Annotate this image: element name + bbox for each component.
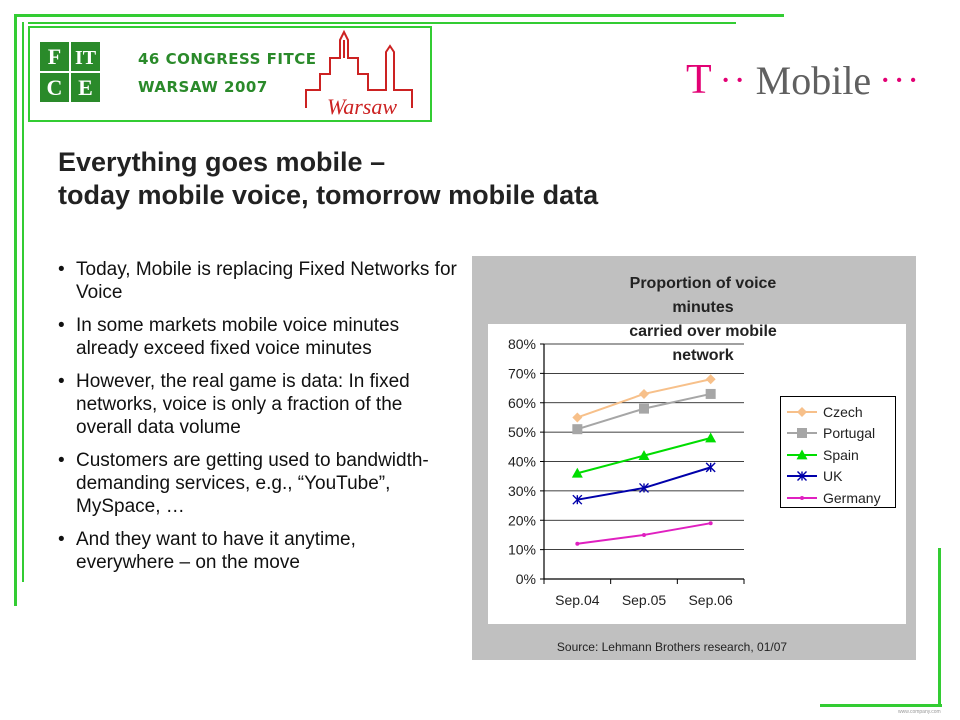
- x-tick-label: Sep.06: [688, 592, 733, 608]
- footer-tiny-text: www.company.com: [898, 709, 941, 715]
- x-tick-label: Sep.05: [622, 592, 667, 608]
- brand-t: T: [686, 57, 712, 103]
- data-point-portugal: [639, 403, 649, 414]
- chart-title-line: network: [672, 347, 734, 364]
- y-tick-label: 80%: [508, 336, 536, 352]
- data-point-uk: [705, 462, 716, 473]
- bullet-list: Today, Mobile is replacing Fixed Network…: [58, 258, 458, 584]
- chart-title-line: minutes: [672, 299, 734, 316]
- legend-item-germany: Germany: [787, 487, 895, 509]
- data-point-germany: [642, 532, 646, 537]
- data-point-czech: [572, 412, 583, 423]
- line-chart: 0% 10% 20% 30% 40% 50% 60% 70% 80% Sep.04 Sep.05 Se…: [508, 336, 745, 608]
- legend-marker: [797, 428, 807, 439]
- t-mobile-logo: T ·· Mobile ···: [686, 56, 921, 104]
- legend-swatch-germany: [787, 495, 817, 500]
- congress-city-year: WARSAW 2007: [138, 78, 268, 96]
- data-point-czech: [639, 388, 649, 399]
- legend-label: UK: [823, 468, 843, 485]
- legend-marker: [800, 495, 804, 500]
- frame-line-bottom: [820, 704, 942, 707]
- svg-text:IT: IT: [75, 47, 97, 69]
- frame-line-right: [938, 548, 941, 706]
- y-tick-label: 30%: [508, 483, 536, 499]
- x-tick-label: Sep.04: [555, 592, 600, 608]
- svg-text:F: F: [48, 44, 61, 69]
- bullet-item: Today, Mobile is replacing Fixed Network…: [58, 258, 458, 304]
- data-point-germany: [708, 521, 713, 526]
- data-point-germany: [575, 541, 580, 546]
- legend-marker: [797, 471, 807, 482]
- brand-mobile: Mobile: [755, 57, 872, 103]
- frame-line-left: [14, 14, 17, 606]
- data-point-portugal: [572, 424, 583, 435]
- svg-text:C: C: [47, 75, 63, 100]
- y-tick-label: 70%: [508, 365, 536, 381]
- frame-line-top: [14, 14, 784, 17]
- warsaw-logo-text: Warsaw: [327, 94, 397, 119]
- chart-source: Source: Lehmann Brothers research, 01/07: [556, 640, 788, 654]
- data-point-uk: [572, 494, 583, 505]
- frame-line-inner-left: [22, 22, 24, 582]
- data-point-portugal: [705, 388, 716, 399]
- chart-title-line: carried over mobile: [629, 323, 777, 340]
- chart-legend: Czech Portugal Spain UK Germany: [780, 396, 896, 508]
- y-tick-label: 10%: [508, 542, 536, 558]
- legend-item-uk: UK: [787, 466, 895, 488]
- legend-item-portugal: Portugal: [787, 423, 895, 445]
- svg-text:E: E: [78, 75, 93, 100]
- legend-swatch-portugal: [787, 428, 817, 439]
- legend-label: Czech: [823, 403, 863, 420]
- title-line-2: today mobile voice, tomorrow mobile data: [58, 180, 599, 210]
- y-tick-label: 50%: [508, 424, 536, 440]
- congress-name: 46 CONGRESS FITCE: [138, 50, 317, 68]
- y-tick-label: 60%: [508, 395, 536, 411]
- chart-title: Proportion of voice minutes carried over…: [596, 272, 810, 368]
- data-point-spain: [571, 467, 583, 478]
- legend-marker: [796, 449, 808, 460]
- legend-swatch-spain: [787, 449, 817, 460]
- frame-line-inner-top: [28, 22, 736, 24]
- legend-swatch-czech: [787, 406, 817, 417]
- brand-dots-2: ···: [879, 60, 922, 100]
- bullet-item: Customers are getting used to bandwidth-…: [58, 449, 458, 518]
- legend-label: Spain: [823, 446, 859, 463]
- legend-item-spain: Spain: [787, 444, 895, 466]
- congress-logo-box: F IT C E 46 CONGRESS FITCE WARSAW 2007 W…: [28, 26, 432, 122]
- chart-title-line: Proportion of voice: [629, 275, 777, 292]
- title-line-1: Everything goes mobile –: [58, 147, 386, 177]
- bullet-item: However, the real game is data: In fixed…: [58, 370, 458, 439]
- data-point-czech: [705, 374, 716, 385]
- page-title: Everything goes mobile – today mobile vo…: [58, 146, 918, 212]
- brand-dots-1: ··: [719, 60, 748, 100]
- legend-label: Portugal: [823, 425, 876, 442]
- y-tick-label: 0%: [516, 571, 536, 587]
- legend-marker: [797, 406, 807, 417]
- bullet-item: In some markets mobile voice minutes alr…: [58, 314, 458, 360]
- data-point-spain: [705, 432, 717, 443]
- y-tick-label: 40%: [508, 454, 536, 470]
- bullet-item: And they want to have it anytime, everyw…: [58, 528, 458, 574]
- legend-swatch-uk: [787, 471, 817, 482]
- legend-item-czech: Czech: [787, 401, 895, 423]
- fitce-logo: F IT C E: [40, 42, 100, 102]
- y-tick-label: 20%: [508, 512, 536, 528]
- legend-label: Germany: [823, 489, 881, 506]
- data-point-uk: [639, 482, 649, 493]
- data-point-spain: [638, 450, 650, 461]
- warsaw-skyline-logo: Warsaw: [305, 29, 413, 119]
